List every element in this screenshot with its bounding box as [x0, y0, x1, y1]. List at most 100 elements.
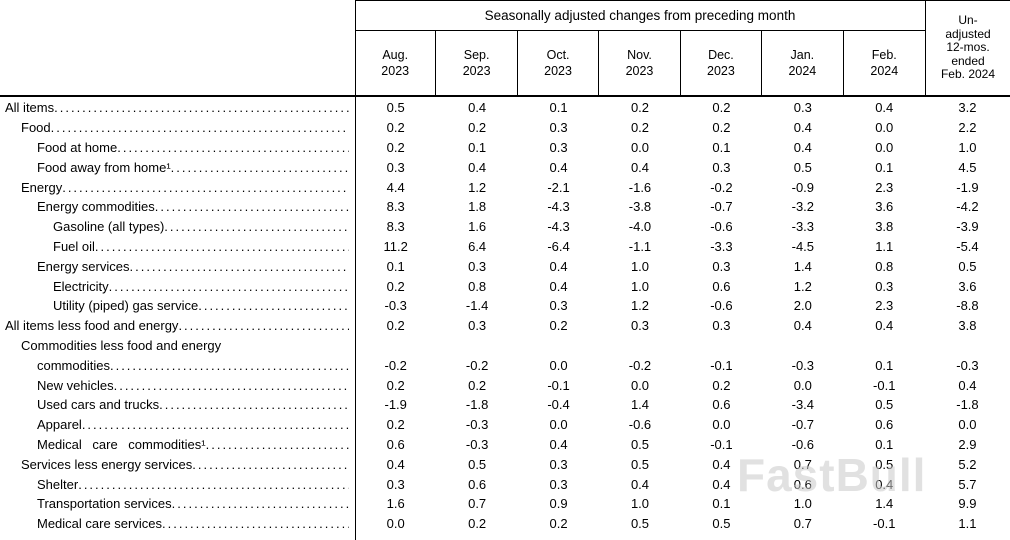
data-cell: 0.5	[630, 456, 650, 472]
data-cell: 1.0	[958, 139, 977, 155]
data-cell: 0.5	[630, 436, 650, 452]
data-cell: 0.1	[712, 496, 731, 512]
leader-dots	[164, 219, 349, 234]
data-cell: 0.3	[549, 120, 568, 136]
data-cell: -0.2	[465, 357, 489, 373]
column-headers: Aug. 2023 Sep. 2023 Oct. 2023 Nov. 2023 Dec. 2023…	[355, 31, 925, 95]
data-cell: 0.4	[549, 278, 568, 294]
data-cell: 0.5	[875, 456, 894, 472]
data-cell: 0.8	[468, 278, 487, 294]
data-cell: -0.3	[465, 417, 489, 433]
data-cell: 1.4	[793, 258, 812, 274]
data-cell: 0.4	[958, 377, 977, 393]
row-label: Energy	[0, 180, 355, 195]
data-cell: 2.0	[793, 298, 812, 314]
data-cell: 0.4	[793, 120, 812, 136]
data-cell: 0.0	[958, 417, 977, 433]
data-cell: 0.0	[793, 377, 812, 393]
data-cell: 0.2	[549, 318, 568, 334]
data-cell: 5.2	[958, 456, 977, 472]
row-label: Transportation services	[0, 496, 355, 511]
row-label: Fuel oil	[0, 239, 355, 254]
data-cell: 0.1	[386, 258, 405, 274]
data-cell: 0.1	[468, 139, 487, 155]
data-cell: 3.8	[875, 219, 894, 235]
row-label: Shelter	[0, 477, 355, 492]
leader-dots	[192, 457, 349, 472]
data-cell: -4.2	[956, 199, 979, 215]
data-cell: -0.9	[791, 179, 815, 195]
table-row: Utility (piped) gas service -0.3 -1.4 0.3 1.…	[0, 296, 1010, 316]
data-cell: 0.1	[875, 159, 894, 175]
data-cell: 0.5	[958, 258, 977, 274]
data-cell: 0.3	[712, 318, 731, 334]
data-cell: -0.3	[791, 357, 815, 373]
row-label: New vehicles	[0, 378, 355, 393]
data-cell: -0.1	[873, 516, 896, 532]
data-cell: 2.3	[875, 179, 894, 195]
data-cell: -3.3	[791, 219, 815, 235]
leader-dots	[206, 437, 349, 452]
data-cell: -5.4	[956, 238, 979, 254]
data-cell: 0.2	[712, 377, 731, 393]
data-cell: 0.4	[468, 159, 487, 175]
data-cell: 0.3	[468, 258, 487, 274]
data-cell: 1.0	[630, 278, 650, 294]
row-label: Used cars and trucks	[0, 397, 355, 412]
data-cell: 0.4	[549, 159, 568, 175]
data-cell: 0.6	[793, 476, 812, 492]
data-cell: 0.6	[712, 278, 731, 294]
data-cell: 0.6	[875, 417, 894, 433]
data-cell: 0.3	[549, 139, 568, 155]
data-cell: 4.4	[386, 179, 405, 195]
data-cell: 0.2	[386, 120, 405, 136]
data-cell: 5.7	[958, 476, 977, 492]
row-label: commodities	[0, 358, 355, 373]
data-cell: 2.2	[958, 120, 977, 136]
data-cell: -0.2	[384, 357, 407, 373]
data-cell: 0.3	[875, 278, 894, 294]
table-row: Food 0.2 0.2 0.3 0.2 0.2 0.4 0.0 2.2	[0, 118, 1010, 138]
data-cell: -3.3	[710, 238, 733, 254]
data-cell: 1.1	[875, 238, 894, 254]
data-cell: -0.3	[465, 436, 489, 452]
data-cell: 0.7	[793, 516, 812, 532]
data-cell: -0.2	[628, 357, 652, 373]
leader-dots	[129, 259, 349, 274]
data-cell: -0.1	[710, 436, 733, 452]
data-cell: -0.1	[873, 377, 896, 393]
data-cell: 0.4	[875, 476, 894, 492]
row-label: Medical care services	[0, 516, 355, 531]
data-cell: 0.2	[386, 417, 405, 433]
data-cell: 0.8	[875, 258, 894, 274]
data-cell: 0.3	[549, 298, 568, 314]
data-cell: 3.6	[958, 278, 977, 294]
data-cell: 1.6	[468, 219, 487, 235]
data-cell: 0.0	[630, 377, 650, 393]
data-cell: -3.4	[791, 397, 815, 413]
data-cell: 0.3	[468, 318, 487, 334]
table-body: All items 0.5 0.4 0.1 0.2 0.2 0.3 0.4 3.2 Food 0.2…	[0, 98, 1010, 534]
row-label: Energy services	[0, 259, 355, 274]
leader-dots	[117, 140, 349, 155]
data-cell: 3.2	[958, 100, 977, 116]
column-header: Dec. 2023	[681, 31, 763, 95]
leader-dots	[155, 199, 349, 214]
table-row: Medical care commodities¹ 0.6 -0.3 0.4 0.5 -0…	[0, 435, 1010, 455]
data-cell: 0.4	[875, 318, 894, 334]
data-cell: -1.9	[956, 179, 979, 195]
data-cell: 0.0	[630, 139, 650, 155]
data-cell: -0.6	[628, 417, 652, 433]
table-row: Shelter 0.3 0.6 0.3 0.4 0.4 0.6 0.4 5.7	[0, 474, 1010, 494]
data-cell: 0.0	[549, 357, 568, 373]
table-row: New vehicles 0.2 0.2 -0.1 0.0 0.2 0.0 -0.1 0.4	[0, 375, 1010, 395]
data-cell: 0.7	[793, 456, 812, 472]
data-cell: 1.1	[958, 516, 977, 532]
data-cell: 0.4	[386, 456, 405, 472]
column-header: Feb. 2024	[870, 48, 899, 78]
data-cell: 0.4	[875, 100, 894, 116]
data-cell: -0.3	[384, 298, 407, 314]
data-cell: 0.2	[468, 377, 487, 393]
table-row: Fuel oil 11.2 6.4 -6.4 -1.1 -3.3 -4.5 1.1 -5.4	[0, 237, 1010, 257]
data-cell: -4.3	[547, 199, 570, 215]
